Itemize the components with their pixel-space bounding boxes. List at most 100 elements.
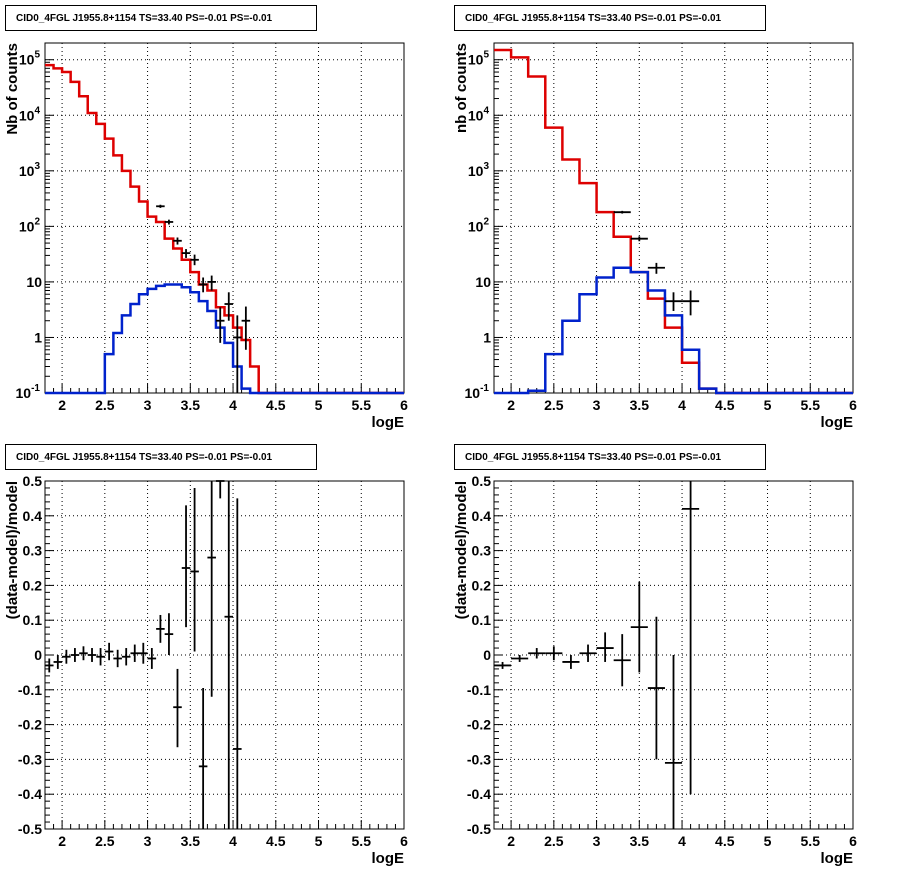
data-point [233,315,242,393]
data-point [664,292,683,311]
data-point [207,481,216,697]
x-tick-label: 2 [58,833,66,849]
data-point [156,204,165,208]
x-axis-label: logE [372,414,405,431]
x-tick-label: 3 [593,833,601,849]
x-tick-label: 5 [764,833,772,849]
x-tick-label: 3.5 [181,397,201,413]
y-tick-label: 0.5 [23,473,43,489]
y-tick-label: 0.1 [23,612,43,628]
data-point [215,480,225,499]
data-points [45,480,242,829]
x-tick-label: 4.5 [266,397,286,413]
data-point [190,487,199,652]
data-point [198,277,208,293]
data-point [62,649,71,664]
data-point [79,646,88,661]
x-tick-label: 5.5 [801,833,821,849]
x-tick-label: 3.5 [630,397,650,413]
x-tick-label: 3 [144,833,152,849]
x-tick-label: 2.5 [95,397,115,413]
x-tick-label: 6 [400,833,408,849]
y-tick-label: 105 [19,50,41,68]
data-point [207,275,216,291]
x-tick-label: 2 [58,397,66,413]
x-tick-label: 3 [593,397,601,413]
y-tick-label: 103 [19,161,41,179]
y-tick-label: 1 [483,329,491,345]
data-point [630,236,648,242]
data-point [647,262,665,274]
x-tick-label: 4.5 [715,397,735,413]
panel-title-top-left: CID0_4FGL J1955.8+1154 TS=33.40 PS=-0.01… [5,5,317,31]
data-point [164,219,174,225]
data-point [156,614,165,643]
x-tick-label: 5 [764,397,772,413]
x-tick-label: 2.5 [95,833,115,849]
data-point [528,648,546,659]
axis-ticks [493,42,854,394]
data-point [181,249,191,258]
x-axis-label: logE [821,414,854,431]
data-point [139,642,148,664]
series-total-model [494,48,853,395]
x-tick-label: 3.5 [630,833,650,849]
data-point [224,292,234,321]
x-tick-label: 4.5 [266,833,286,849]
y-tick-label: 1 [34,329,42,345]
y-tick-label: 10 [26,274,42,290]
series-source-model [494,266,853,395]
y-tick-label: 0.3 [472,543,492,559]
data-point [647,616,665,760]
x-tick-label: 5.5 [801,397,821,413]
data-point [130,644,140,662]
x-tick-label: 4 [678,833,686,849]
data-point [682,290,700,316]
axis-ticks [44,42,405,394]
y-tick-label: 0.5 [472,473,492,489]
x-tick-label: 5 [315,833,323,849]
chart-panel-tl: 2 2.5 3 3.5 4 4.5 5 5.5 6 10-1 1 10 102 103 104 105 logE… [4,42,408,431]
y-tick-label: 0.2 [23,577,43,593]
data-points [613,210,700,316]
data-point [664,655,683,829]
data-point [190,254,199,266]
y-tick-label: 102 [468,216,490,234]
y-tick-label: -0.3 [467,751,491,767]
x-tick-label: 2.5 [544,397,564,413]
y-tick-label: 10-1 [465,383,490,401]
data-point [613,210,631,214]
x-tick-label: 6 [849,397,857,413]
y-tick-label: 10-1 [16,383,41,401]
y-tick-label: 103 [468,161,490,179]
y-tick-label: 0.3 [23,543,43,559]
panel-title-bottom-left: CID0_4FGL J1955.8+1154 TS=33.40 PS=-0.01… [5,444,317,470]
data-point [181,505,191,628]
data-point [87,648,97,662]
y-tick-label: 0 [34,647,42,663]
data-point [121,648,131,666]
x-tick-label: 5.5 [352,397,372,413]
y-tick-label: 0.4 [23,508,43,524]
x-tick-label: 5.5 [352,833,372,849]
axis-ticks [44,480,405,830]
plot-frame [44,480,405,830]
x-tick-label: 6 [400,397,408,413]
grid [494,43,854,394]
data-point [545,646,563,661]
x-tick-label: 2.5 [544,833,564,849]
grid [45,480,405,830]
y-tick-label: -0.2 [18,717,42,733]
y-tick-label: 0.1 [472,612,492,628]
chart-panel-br: 2 2.5 3 3.5 4 4.5 5 5.5 6 -0.5 -0.4 -0.3 -0.2 -0.1 0 0.… [453,473,857,867]
data-point [215,307,225,343]
y-tick-label: -0.4 [18,786,42,802]
data-point [96,648,105,666]
data-point [562,655,580,669]
plot-frame [493,42,854,394]
x-tick-label: 4 [678,397,686,413]
x-tick-label: 4 [229,833,237,849]
y-tick-label: -0.4 [467,786,491,802]
x-tick-label: 3.5 [181,833,201,849]
y-tick-label: 0.2 [472,577,492,593]
